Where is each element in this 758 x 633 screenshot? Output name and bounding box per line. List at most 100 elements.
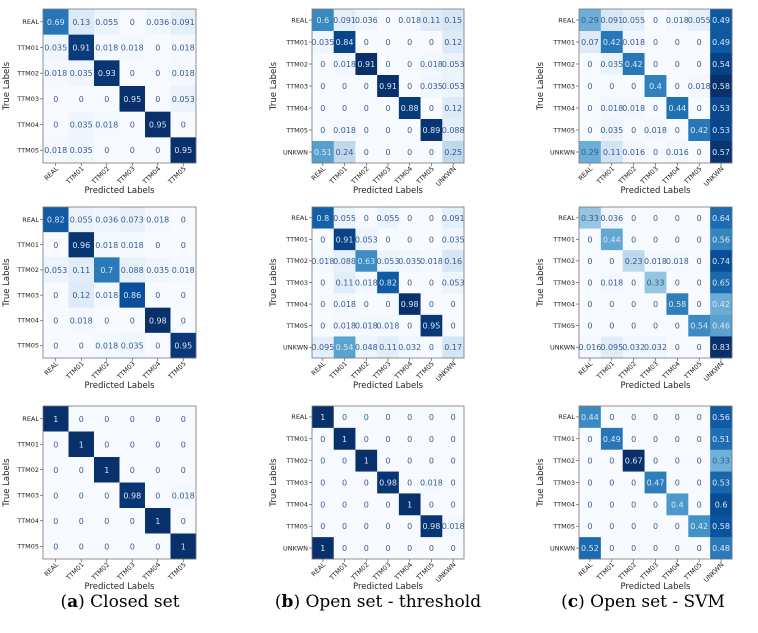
heatmap-cell bbox=[145, 86, 171, 112]
heatmap-cell bbox=[666, 9, 689, 32]
cell-value: 0 bbox=[407, 322, 412, 331]
heatmap-cell bbox=[420, 293, 443, 316]
heatmap-cell bbox=[442, 228, 465, 251]
cell-value: 0.49 bbox=[712, 16, 730, 25]
heatmap-cell bbox=[579, 119, 602, 142]
cell-value: 0 bbox=[631, 235, 636, 244]
cell-value: 0 bbox=[342, 413, 347, 422]
cell-value: 0.56 bbox=[712, 235, 730, 244]
cell-value: 0 bbox=[675, 457, 680, 466]
cell-value: 0 bbox=[407, 126, 412, 135]
x-tick-label: TTM04 bbox=[140, 165, 162, 187]
heatmap-cell bbox=[145, 406, 171, 432]
y-tick-label: TTM01 bbox=[552, 38, 575, 46]
cell-value: 0.98 bbox=[379, 479, 397, 488]
cell-value: 0.053 bbox=[442, 60, 465, 69]
cell-value: 0 bbox=[675, 38, 680, 47]
y-axis-label: True Labels bbox=[269, 61, 279, 111]
cell-value: 0 bbox=[429, 148, 434, 157]
cell-value: 0 bbox=[609, 413, 614, 422]
cell-value: 0.65 bbox=[712, 279, 730, 288]
x-tick-label: REAL bbox=[43, 359, 61, 377]
heatmap-cell bbox=[68, 431, 95, 458]
cell-value: 0 bbox=[429, 500, 434, 509]
heatmap-cell bbox=[398, 314, 421, 337]
y-tick-label: TTM01 bbox=[16, 241, 39, 249]
cell-value: 0 bbox=[653, 435, 658, 444]
heatmap-cell bbox=[355, 75, 378, 98]
x-tick-label: TTM04 bbox=[140, 561, 162, 583]
cell-value: 0 bbox=[385, 16, 390, 25]
heatmap-cell bbox=[666, 471, 689, 494]
heatmap-cell bbox=[312, 250, 335, 273]
cell-value: 0 bbox=[320, 235, 325, 244]
cell-value: 0.055 bbox=[70, 216, 93, 225]
heatmap-cell bbox=[377, 97, 400, 120]
heatmap-cell bbox=[119, 111, 146, 138]
cell-value: 0.53 bbox=[712, 126, 730, 135]
cell-value: 0 bbox=[697, 148, 702, 157]
cell-value: 0.53 bbox=[712, 479, 730, 488]
cell-value: 0 bbox=[653, 148, 658, 157]
x-tick-label: UNKWN bbox=[434, 561, 457, 584]
cell-value: 0 bbox=[53, 491, 58, 500]
heatmap-cell bbox=[170, 508, 197, 534]
cell-value: 0.035 bbox=[70, 146, 93, 155]
cell-value: 0.032 bbox=[622, 343, 645, 352]
confusion-matrix-a-2: 0.82 0.055 0.036 0.073 0.018 00 0.96 0.018 0.018… bbox=[2, 206, 197, 391]
cell-value: 0 bbox=[675, 522, 680, 531]
y-tick-label: TTM03 bbox=[16, 291, 39, 299]
heatmap-cell bbox=[94, 482, 120, 509]
heatmap-cell bbox=[600, 449, 624, 472]
cell-value: 0 bbox=[697, 500, 702, 509]
x-tick-label: REAL bbox=[310, 359, 328, 377]
cell-value: 0 bbox=[653, 60, 658, 69]
cell-value: 0.088 bbox=[121, 266, 144, 275]
heatmap-cell bbox=[355, 406, 378, 429]
heatmap-cell bbox=[644, 449, 667, 472]
cell-value: 0 bbox=[587, 322, 592, 331]
cell-value: 0 bbox=[675, 413, 680, 422]
cell-value: 0.91 bbox=[336, 235, 354, 244]
heatmap-cell bbox=[622, 271, 645, 294]
cell-value: 0 bbox=[364, 500, 369, 509]
heatmap-cell bbox=[68, 9, 95, 35]
y-tick-label: TTM05 bbox=[16, 543, 39, 551]
heatmap-cell bbox=[119, 533, 146, 560]
caption-letter: c bbox=[567, 592, 579, 612]
heatmap-cell bbox=[68, 34, 95, 61]
heatmap-cell bbox=[312, 293, 335, 316]
heatmap-cell bbox=[170, 482, 197, 509]
cell-value: 0.018 bbox=[644, 126, 667, 135]
x-tick-label: TTM05 bbox=[414, 165, 436, 187]
cell-value: 0.67 bbox=[625, 457, 643, 466]
y-tick-label: TTM01 bbox=[285, 38, 308, 46]
y-tick-label: UNKWN bbox=[550, 344, 575, 352]
x-tick-label: UNKWN bbox=[434, 360, 457, 383]
x-tick-label: TTM02 bbox=[616, 360, 638, 382]
x-tick-label: TTM01 bbox=[594, 165, 616, 187]
heatmap-cell bbox=[644, 119, 667, 142]
x-tick-label: TTM02 bbox=[89, 561, 111, 583]
heatmap-cell bbox=[644, 9, 667, 32]
cell-value: 1 bbox=[364, 457, 369, 466]
cell-value: 1 bbox=[342, 435, 347, 444]
cell-value: 0.018 bbox=[172, 266, 195, 275]
cell-value: 0 bbox=[385, 457, 390, 466]
cell-value: 0 bbox=[675, 435, 680, 444]
cell-value: 0 bbox=[587, 457, 592, 466]
cell-value: 0.52 bbox=[581, 544, 599, 553]
heatmap-cell bbox=[420, 515, 443, 538]
cell-value: 0.29 bbox=[581, 148, 599, 157]
cell-value: 0.47 bbox=[647, 479, 665, 488]
heatmap-cell bbox=[312, 141, 335, 164]
heatmap-cell bbox=[312, 471, 335, 494]
y-tick-label: TTM01 bbox=[285, 236, 308, 244]
heatmap-cell bbox=[377, 53, 400, 76]
heatmap-cell bbox=[333, 293, 356, 316]
heatmap-cell bbox=[145, 508, 171, 534]
cell-value: 0 bbox=[385, 235, 390, 244]
cell-value: 0 bbox=[181, 517, 186, 526]
heatmap-cell bbox=[68, 137, 95, 164]
cell-value: 0 bbox=[407, 82, 412, 91]
